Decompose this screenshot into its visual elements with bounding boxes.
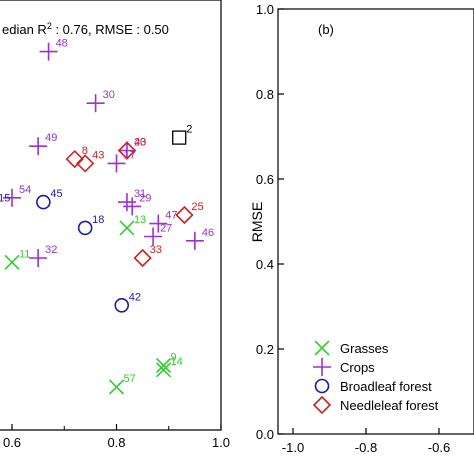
point-label: 25 xyxy=(191,201,203,213)
data-point xyxy=(172,130,187,145)
legend-marker xyxy=(312,395,332,415)
point-label: 23 xyxy=(134,137,146,149)
data-point xyxy=(149,214,168,233)
point-label: 13 xyxy=(134,214,146,226)
y-tick-label: 0.8 xyxy=(256,87,274,102)
point-label: 45 xyxy=(50,188,62,200)
point-label: 11 xyxy=(19,248,30,260)
data-point xyxy=(133,248,152,268)
x-tick-label: -1.0 xyxy=(282,440,304,455)
data-point xyxy=(86,94,105,113)
panel-b: (b) RMSE 0.0 0.2 0.4 0.6 0.8 1.0 -1.0 -0.8 -0.6… xyxy=(249,2,474,455)
data-point xyxy=(155,357,172,374)
point-label: 29 xyxy=(139,192,151,204)
data-point xyxy=(3,188,21,207)
data-point xyxy=(77,220,93,236)
data-point xyxy=(76,154,95,173)
data-point xyxy=(29,137,48,156)
point-label: 2 xyxy=(186,124,192,136)
point-label: 15 xyxy=(0,192,10,204)
stats-annotation: edian R2 : 0.76, RMSE : 0.50 xyxy=(2,21,169,37)
x-tick-label: 0.6 xyxy=(3,435,21,450)
point-label: 31 xyxy=(134,188,146,200)
data-point xyxy=(4,254,20,270)
point-label: 40 xyxy=(134,137,146,149)
legend-label: Needleleaf forest xyxy=(340,398,439,413)
data-point xyxy=(175,205,194,225)
data-point xyxy=(36,194,51,210)
x-tick-label: 1.0 xyxy=(212,435,230,450)
point-label: 48 xyxy=(56,38,68,50)
data-point xyxy=(39,42,58,61)
panel-a-frame xyxy=(0,0,222,431)
point-label: 27 xyxy=(160,223,172,235)
data-point xyxy=(114,297,130,313)
data-point xyxy=(155,362,172,378)
x-tick-label: -0.8 xyxy=(355,440,377,455)
panel-b-y-ticks: 0.0 0.2 0.4 0.6 0.8 1.0 xyxy=(256,2,284,442)
point-label: 8 xyxy=(82,145,88,157)
point-label: 42 xyxy=(129,291,141,303)
data-point xyxy=(108,379,125,395)
point-label: 14 xyxy=(171,356,183,368)
data-point xyxy=(144,227,163,246)
legend-marker xyxy=(313,358,331,376)
data-point xyxy=(117,141,137,160)
point-label: 49 xyxy=(45,132,57,144)
panel-a: edian R2 : 0.76, RMSE : 0.50 0.6 0.8 1.0 4… xyxy=(0,0,230,450)
legend: Grasses Crops Broadleaf forest Needleleaf f… xyxy=(312,340,439,415)
data-point xyxy=(107,154,126,173)
data-point xyxy=(185,231,204,250)
legend-marker xyxy=(314,378,330,394)
panel-b-x-ticks: -1.0-0.8-0.6-0.4 xyxy=(282,428,450,455)
y-tick-label: 0.6 xyxy=(256,172,274,187)
data-point xyxy=(29,249,48,267)
y-tick-label: 0.2 xyxy=(256,342,274,357)
panel-label: (b) xyxy=(318,22,334,37)
point-label: 46 xyxy=(202,227,214,239)
point-label: 57 xyxy=(124,373,136,385)
point-label: 33 xyxy=(150,244,162,256)
point-label: 43 xyxy=(92,149,104,161)
y-tick-label: 0.4 xyxy=(256,257,274,272)
legend-label: Broadleaf forest xyxy=(340,379,432,394)
point-label: 18 xyxy=(92,214,104,226)
data-point xyxy=(123,197,142,216)
panel-b-frame xyxy=(277,8,474,435)
y-tick-label: 1.0 xyxy=(256,2,274,17)
y-tick-label: 0.0 xyxy=(256,427,274,442)
legend-label: Crops xyxy=(340,360,375,375)
legend-marker xyxy=(314,340,330,356)
data-point xyxy=(65,149,84,169)
point-label: 54 xyxy=(19,184,31,196)
point-label: 32 xyxy=(45,244,57,256)
point-label: 30 xyxy=(103,89,115,101)
data-point xyxy=(117,141,136,160)
data-point xyxy=(119,220,135,236)
x-tick-label: -0.6 xyxy=(428,440,450,455)
point-label: 47 xyxy=(165,210,177,222)
x-tick-label: 0.8 xyxy=(107,435,125,450)
legend-label: Grasses xyxy=(340,341,389,356)
y-axis-label: RMSE xyxy=(249,202,265,242)
panel-a-x-ticks: 0.6 0.8 1.0 xyxy=(3,424,230,450)
point-label: 9 xyxy=(171,352,177,364)
